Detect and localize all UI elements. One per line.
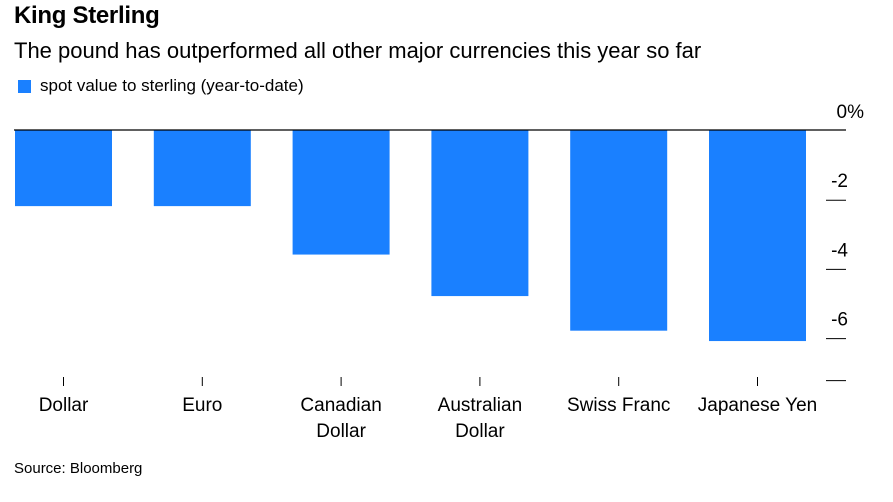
y-axis: 0% -2 -4 -6	[14, 102, 865, 382]
x-tick-label: Dollar	[316, 421, 366, 442]
y-tick-label: 0%	[837, 102, 865, 123]
x-tick-label: Canadian	[300, 395, 381, 416]
legend: spot value to sterling (year-to-date)	[18, 76, 304, 96]
bar-canadian-dollar	[292, 130, 390, 255]
x-tick-label: Dollar	[455, 421, 505, 442]
chart-subtitle: The pound has outperformed all other maj…	[14, 38, 702, 63]
bar-dollar	[15, 130, 112, 207]
x-axis: Dollar Euro Canadian Dollar Australian Dollar…	[39, 377, 817, 442]
x-tick-label: Japanese Yen	[698, 395, 817, 416]
bar-swiss-franc	[570, 130, 668, 331]
legend-swatch	[18, 79, 31, 93]
x-tick-label: Euro	[182, 395, 222, 416]
y-tick-label: -2	[831, 171, 848, 192]
x-tick-label: Australian	[438, 395, 523, 416]
bar-australian-dollar	[431, 130, 529, 297]
chart-title: King Sterling	[14, 2, 160, 29]
x-tick-label: Dollar	[39, 395, 89, 416]
y-tick-label: -4	[831, 240, 848, 261]
legend-label: spot value to sterling (year-to-date)	[40, 76, 304, 95]
y-tick-label: -6	[831, 310, 848, 331]
source-note: Source: Bloomberg	[14, 460, 143, 477]
bars-group	[15, 130, 806, 342]
bar-euro	[153, 130, 251, 207]
bar-japanese-yen	[709, 130, 806, 342]
x-tick-label: Swiss Franc	[567, 395, 670, 416]
